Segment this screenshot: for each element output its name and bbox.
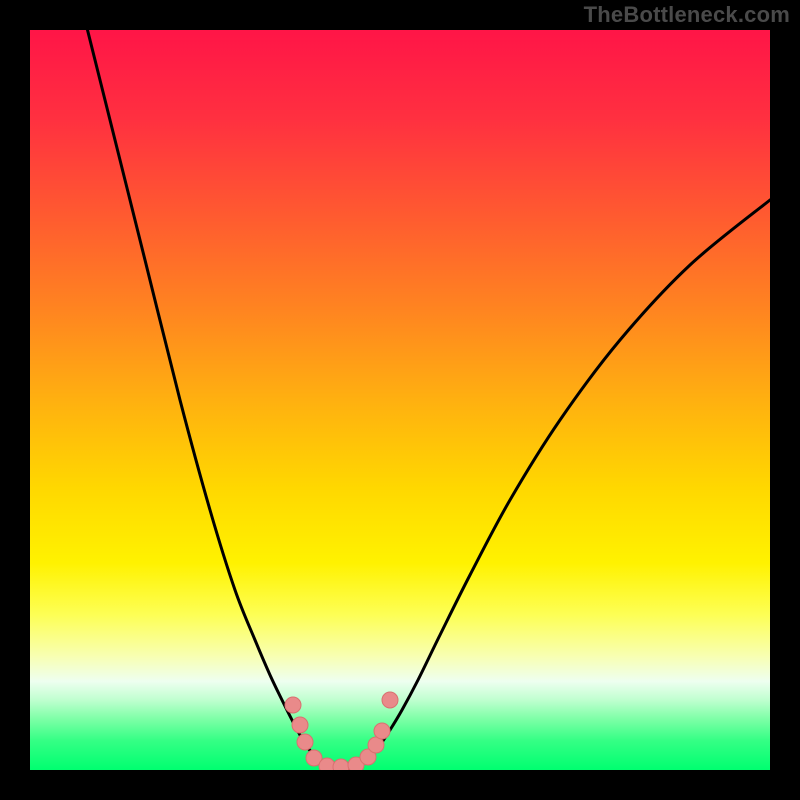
data-marker [285, 697, 301, 713]
data-marker [382, 692, 398, 708]
data-marker [292, 717, 308, 733]
data-marker [374, 723, 390, 739]
plot-background [30, 30, 770, 770]
bottleneck-chart [0, 0, 800, 800]
chart-container: TheBottleneck.com [0, 0, 800, 800]
data-marker [297, 734, 313, 750]
watermark-text: TheBottleneck.com [584, 2, 790, 28]
